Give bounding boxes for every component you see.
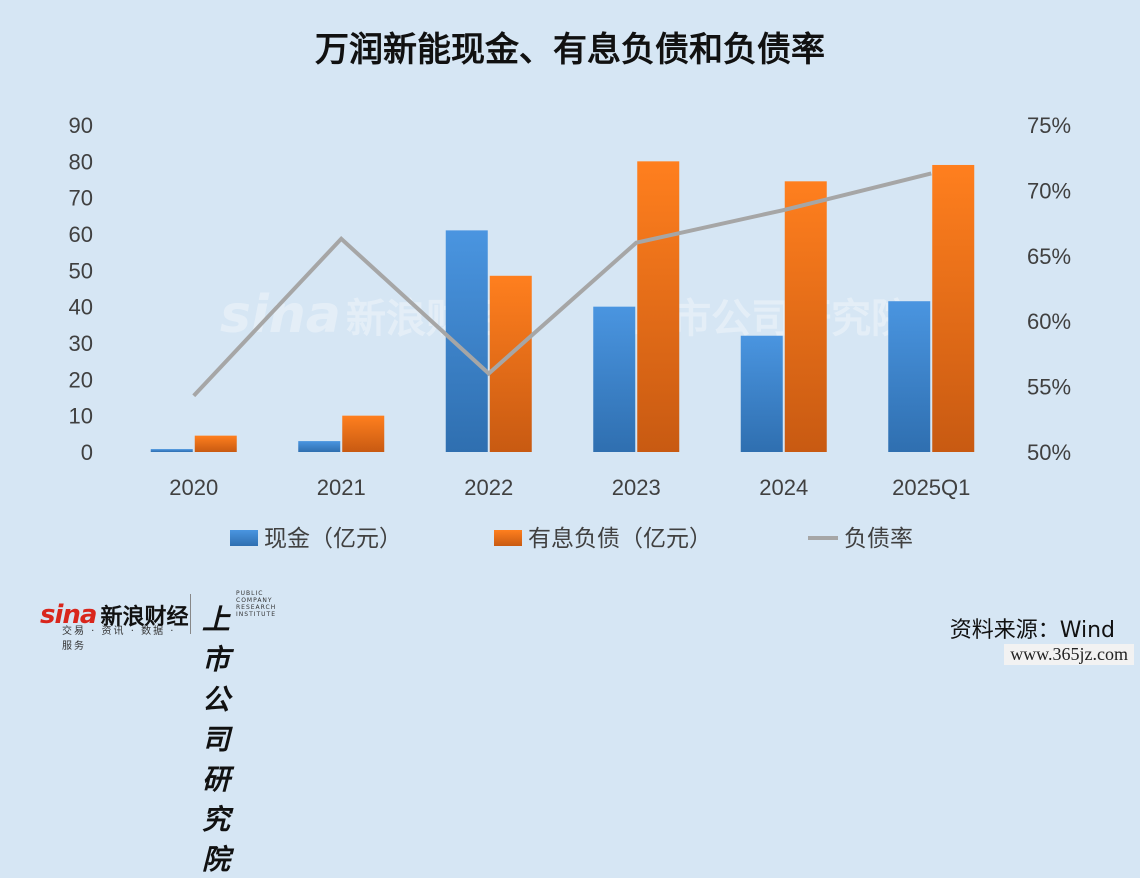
y2-axis-tick-label: 75%: [1027, 113, 1071, 138]
y-axis-tick-label: 70: [69, 186, 93, 211]
x-axis-tick-label: 2023: [612, 475, 661, 500]
bar-debt: [342, 416, 384, 452]
y-axis-tick-label: 50: [69, 258, 93, 283]
y-axis-tick-label: 0: [81, 440, 93, 465]
y2-axis-tick-label: 50%: [1027, 440, 1071, 465]
legend-swatch-cash: [230, 530, 258, 546]
source-note: 资料来源：Wind: [950, 612, 1115, 644]
y-axis-tick-label: 20: [69, 367, 93, 392]
bar-debt: [637, 161, 679, 452]
site-watermark: www.365jz.com: [1004, 644, 1134, 665]
bar-debt: [785, 181, 827, 452]
legend-label-cash: 现金（亿元）: [264, 526, 402, 552]
bar-debt: [195, 436, 237, 452]
legend-label-ratio: 负债率: [844, 526, 913, 552]
y-axis-tick-label: 40: [69, 295, 93, 320]
logo-divider: [190, 594, 191, 634]
bar-cash: [298, 441, 340, 452]
bar-cash: [741, 336, 783, 452]
bar-debt: [932, 165, 974, 452]
bar-cash: [151, 449, 193, 452]
y-axis-tick-label: 60: [69, 222, 93, 247]
y-axis-tick-label: 10: [69, 404, 93, 429]
sina-logo: sina 新浪财经 交易 · 资讯 · 数据 · 服务 PUBLIC COMPA…: [40, 590, 188, 640]
bar-debt: [490, 276, 532, 452]
y2-axis-tick-label: 70%: [1027, 178, 1071, 203]
x-axis-tick-label: 2022: [464, 475, 513, 500]
legend-swatch-debt: [494, 530, 522, 546]
combo-chart: 0 10 20 30 40 50 60 70 80 90 50% 55% 60% 65% 70% 75% 202…: [0, 0, 1140, 669]
y-axis-tick-label: 90: [69, 113, 93, 138]
x-axis-tick-label: 2021: [317, 475, 366, 500]
institute-name-cn: 上市公司研究院: [202, 598, 231, 878]
y-axis-tick-label: 80: [69, 149, 93, 174]
sina-tagline: 交易 · 资讯 · 数据 · 服务: [62, 622, 188, 652]
x-axis-tick-label: 2025Q1: [892, 475, 970, 500]
bar-cash: [888, 301, 930, 452]
y2-axis-tick-label: 60%: [1027, 309, 1071, 334]
legend-label-debt: 有息负债（亿元）: [528, 526, 712, 552]
bar-cash: [593, 307, 635, 452]
x-axis-tick-label: 2024: [759, 475, 808, 500]
x-axis-tick-label: 2020: [169, 475, 218, 500]
y2-axis-tick-label: 65%: [1027, 244, 1071, 269]
institute-name-en: PUBLIC COMPANY RESEARCH INSTITUTE: [236, 590, 276, 618]
y-axis-tick-label: 30: [69, 331, 93, 356]
y2-axis-tick-label: 55%: [1027, 375, 1071, 400]
